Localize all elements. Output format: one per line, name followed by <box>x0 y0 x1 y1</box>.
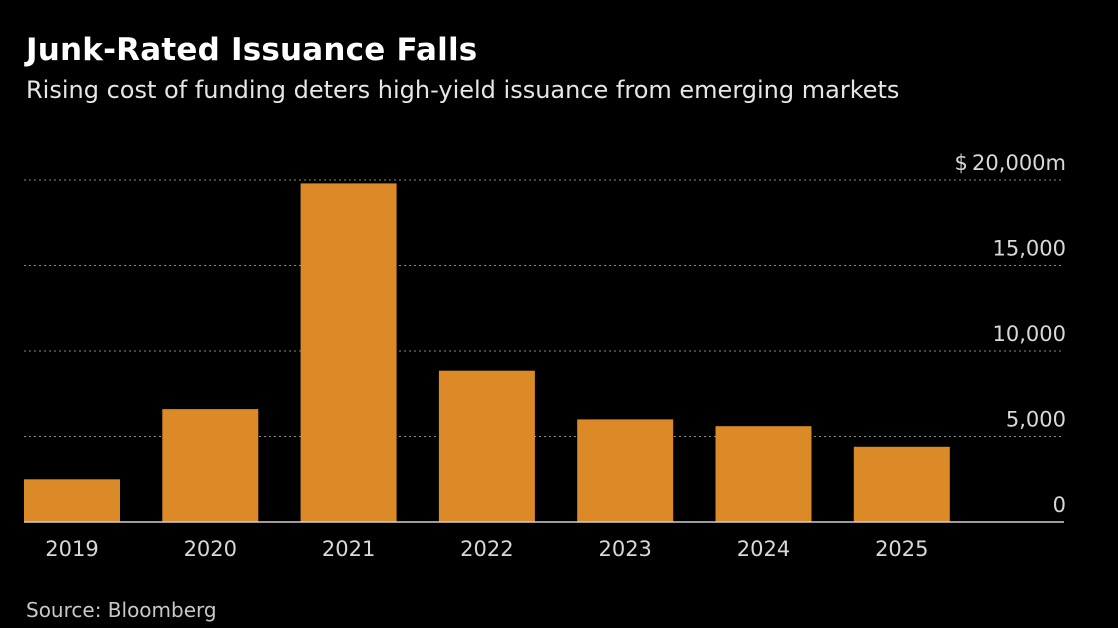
gridlines <box>24 179 1064 437</box>
x-tick-label-2024: 2024 <box>737 537 790 561</box>
bar-2025 <box>853 446 950 522</box>
bar-2020 <box>162 409 259 522</box>
x-tick-label-2022: 2022 <box>460 537 513 561</box>
x-tick-label-2019: 2019 <box>45 537 98 561</box>
bars <box>24 183 950 523</box>
x-tick-labels: 2019 2020 2021 2022 2023 2024 2025 <box>45 537 928 561</box>
bar-2019 <box>24 479 120 523</box>
x-tick-label-2020: 2020 <box>184 537 237 561</box>
chart-subtitle: Rising cost of funding deters high-yield… <box>26 76 900 104</box>
source-note: Source: Bloomberg <box>26 598 217 622</box>
bar-2024 <box>715 426 812 522</box>
bar-2023 <box>577 419 674 522</box>
x-tick-label-2021: 2021 <box>322 537 375 561</box>
x-tick-label-2025: 2025 <box>875 537 928 561</box>
bar-2022 <box>438 370 535 522</box>
y-tick-labels: 0 5,000 10,000 15,000 $ 20,000m <box>955 151 1067 517</box>
bar-2021 <box>300 183 397 522</box>
y-tick-label: 5,000 <box>1006 408 1066 432</box>
chart-title: Junk-Rated Issuance Falls <box>26 32 478 68</box>
y-tick-label: 0 <box>1053 493 1066 517</box>
x-tick-label-2023: 2023 <box>598 537 651 561</box>
y-tick-label: 15,000 <box>993 237 1066 261</box>
y-tick-label: $ 20,000m <box>955 151 1067 175</box>
y-tick-label: 10,000 <box>993 322 1066 346</box>
